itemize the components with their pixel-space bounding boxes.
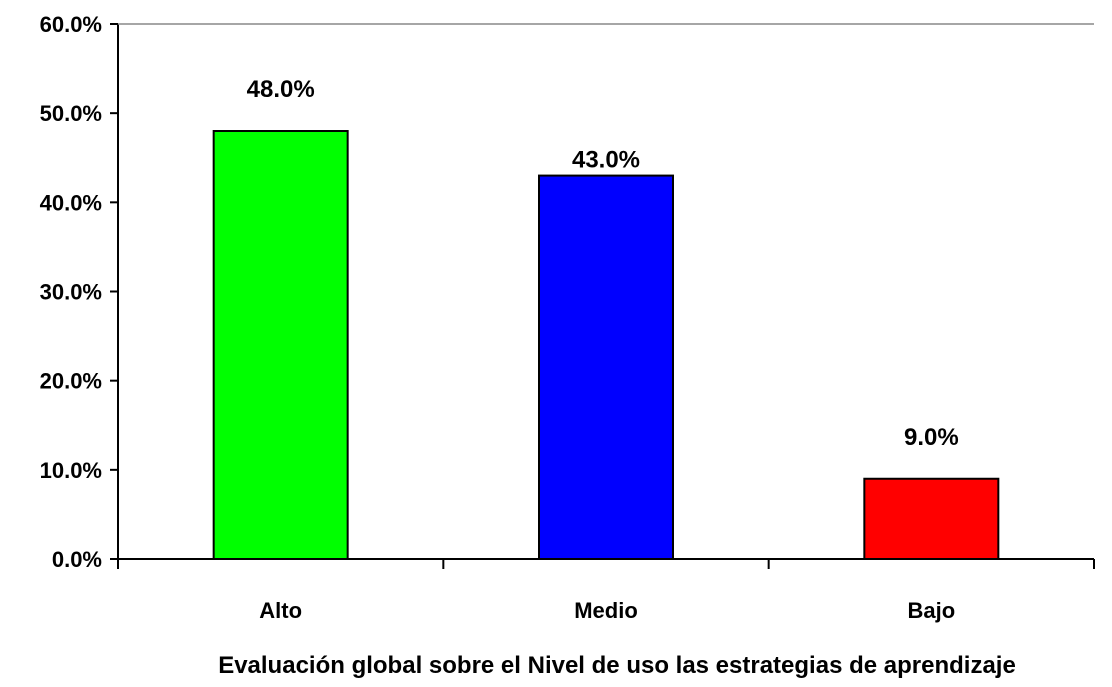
y-tick-label: 60.0%	[40, 12, 102, 37]
category-label-bajo: Bajo	[907, 598, 955, 623]
y-tick-label: 10.0%	[40, 458, 102, 483]
y-tick-label: 30.0%	[40, 280, 102, 305]
data-labels: 48.0% 43.0% 9.0%	[247, 76, 959, 451]
category-label-alto: Alto	[259, 598, 302, 623]
x-axis-title: Evaluación global sobre el Nivel de uso …	[218, 652, 1016, 679]
bars	[212, 130, 1000, 560]
y-axis-ticks	[110, 23, 118, 560]
data-label-medio: 43.0%	[572, 147, 640, 174]
y-tick-label: 0.0%	[52, 547, 102, 572]
y-tick-label: 40.0%	[40, 190, 102, 215]
bar-bajo	[863, 477, 1000, 560]
bar-alto	[212, 130, 349, 560]
x-axis-category-labels: Alto Medio Bajo	[259, 598, 955, 623]
data-label-alto: 48.0%	[247, 76, 315, 103]
y-tick-label: 50.0%	[40, 101, 102, 126]
x-axis-ticks	[117, 559, 1095, 569]
bar-medio	[538, 174, 674, 560]
category-label-medio: Medio	[574, 598, 638, 623]
y-axis-tick-labels: 0.0% 10.0% 20.0% 30.0% 40.0% 50.0% 60.0%	[40, 12, 102, 572]
data-label-bajo: 9.0%	[904, 424, 959, 451]
y-tick-label: 20.0%	[40, 369, 102, 394]
